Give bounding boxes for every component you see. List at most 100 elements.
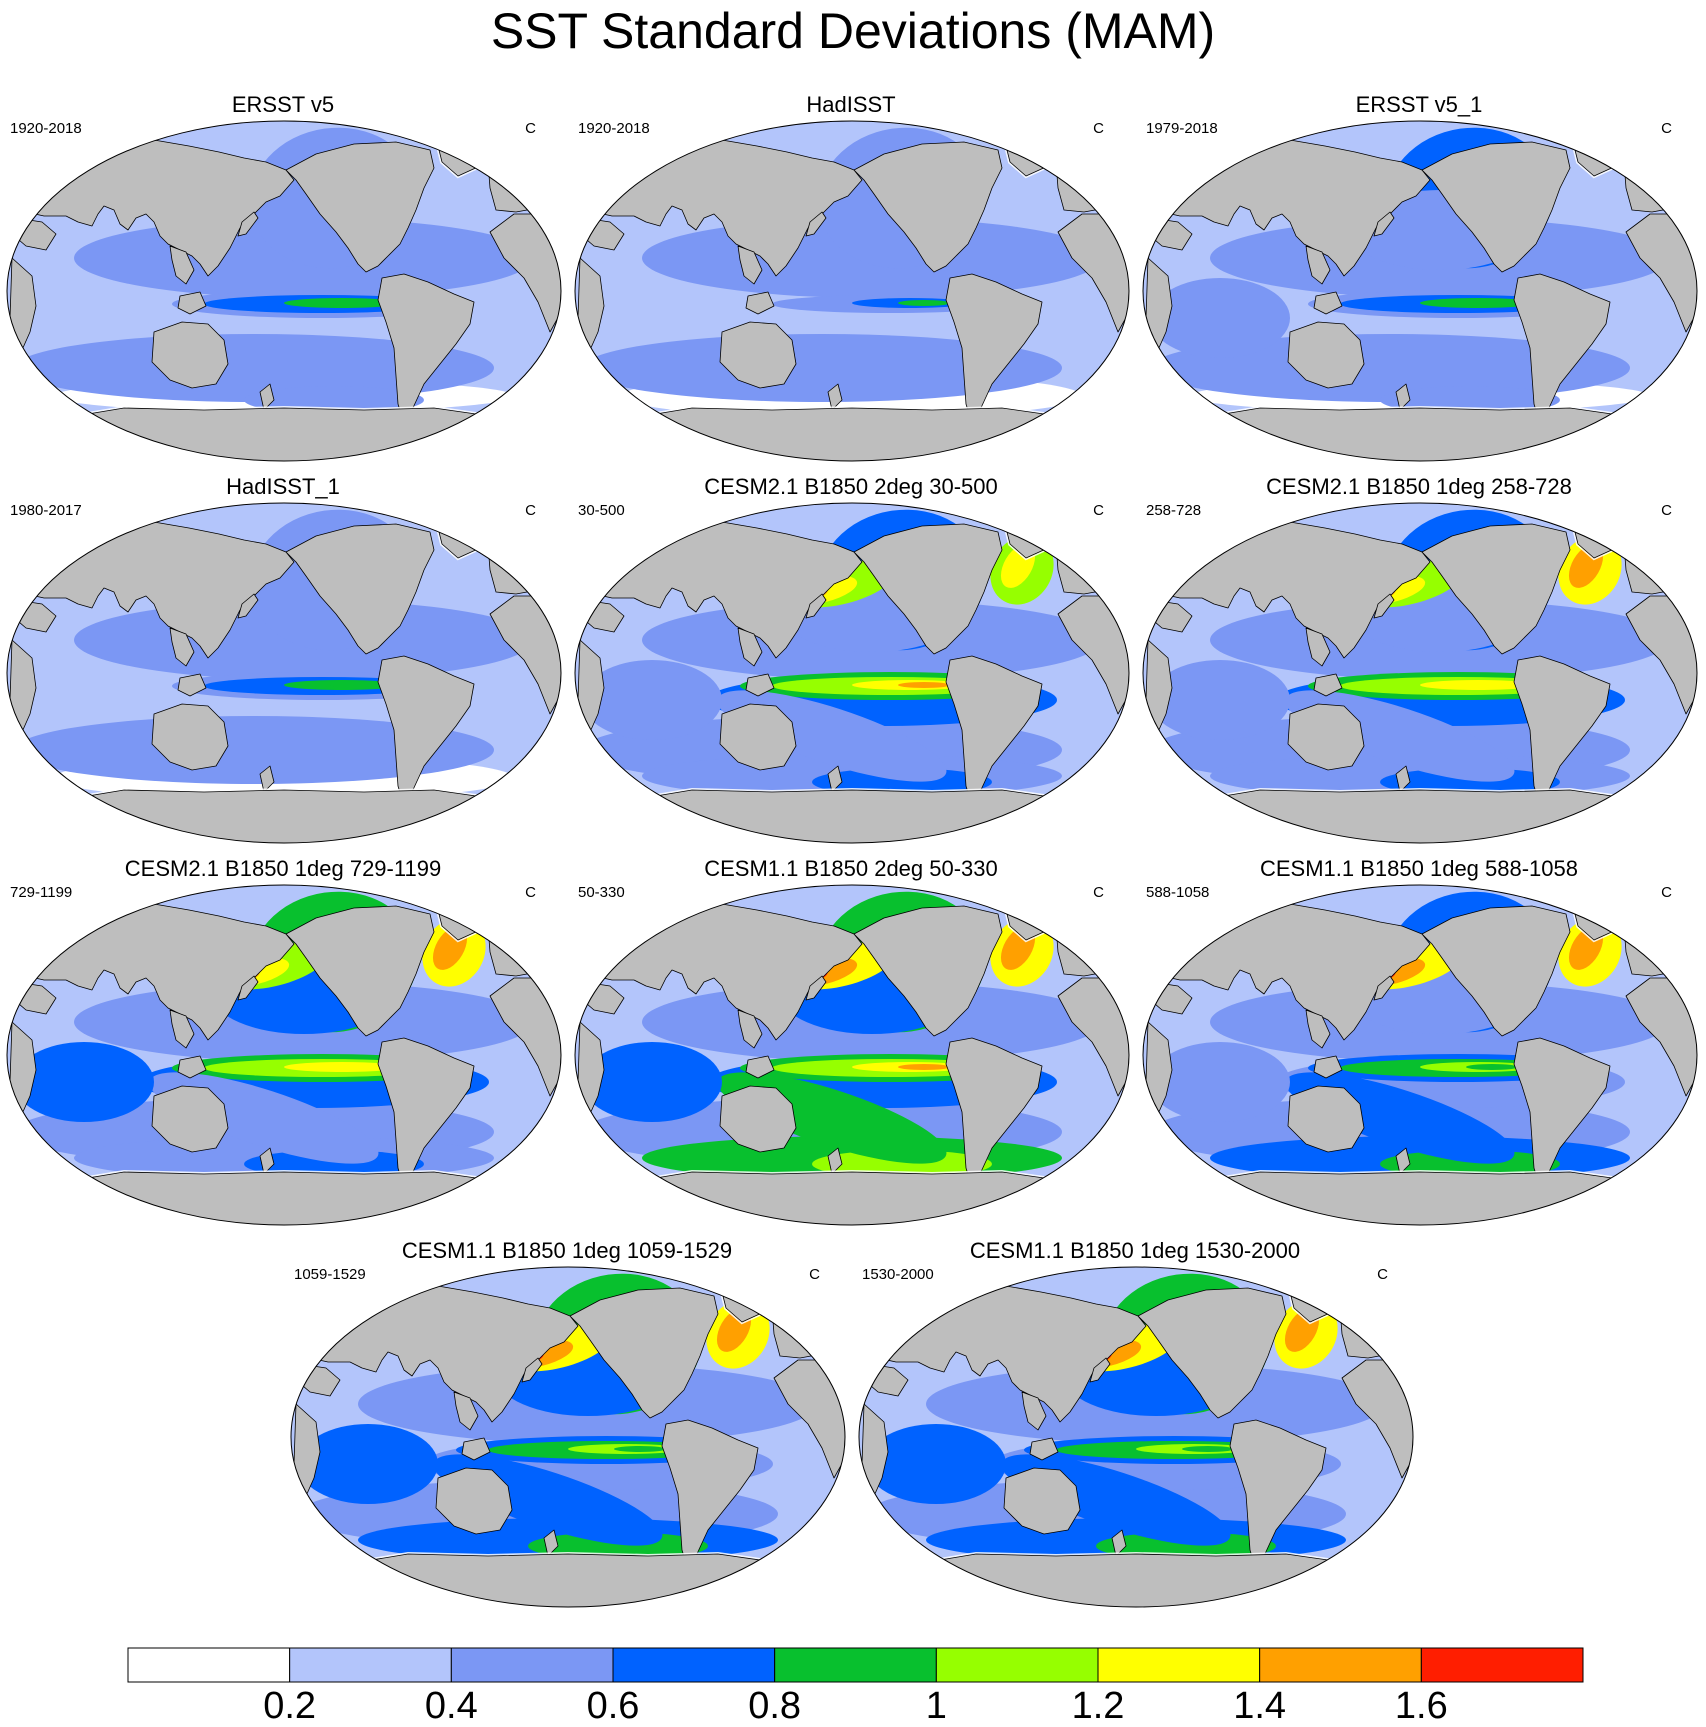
landmass-indochina [737,245,763,285]
landmass-japan [1089,1357,1111,1383]
sst-anomaly-region [330,300,382,306]
world-map [858,1266,1414,1608]
landmass-japan [237,211,259,237]
colorbar-segment [612,1647,776,1683]
map-frame [1142,502,1698,844]
landmass-australia [719,321,797,389]
panel-period: 30-500 [578,502,625,519]
landmass-namerica [853,523,1003,655]
panel-title: CESM1.1 B1850 2deg 50-330 [704,856,998,881]
panel-units: C [1093,120,1104,137]
landmass-japan [1373,211,1395,237]
landmass-antarctica [611,407,1093,461]
landmass-antarctica [611,1171,1093,1225]
panel-title: CESM1.1 B1850 1deg 1530-2000 [969,1238,1301,1263]
colorbar-label: 1 [925,1685,947,1727]
panel-units: C [525,120,536,137]
sst-anomaly-region [1466,300,1518,306]
colorbar-label: 0.2 [263,1685,317,1727]
landmass-samerica [1513,1037,1611,1189]
landmass-namerica [285,523,435,655]
landmass-europe [771,1293,843,1359]
panel-title: CESM1.1 B1850 1deg 588-1058 [1259,856,1578,881]
landmass-namerica [1421,141,1571,273]
world-map [6,884,562,1226]
landmass-newzealand [259,383,275,411]
landmass-namerica [1137,1287,1287,1419]
panel-title: CESM2.1 B1850 1deg 729-1199 [124,856,442,881]
landmass-newzealand [1395,765,1411,793]
landmass-indochina [169,627,195,667]
panel-title: CESM2.1 B1850 2deg 30-500 [704,474,998,499]
panel-units: C [525,884,536,901]
sst-anomaly-region [330,1064,382,1070]
sst-anomaly-region [298,1424,438,1504]
landmass-japan [521,1357,543,1383]
panel-units: C [525,502,536,519]
panel-title: CESM2.1 B1850 1deg 258-728 [1266,474,1572,499]
landmass-newzealand [1395,383,1411,411]
sst-anomaly-region [898,300,950,306]
landmass-borneo [745,673,775,697]
landmass-japan [237,593,259,619]
landmass-europe [1055,529,1127,595]
landmass-antarctica [43,407,525,461]
landmass-newzealand [827,765,843,793]
anomaly-band [582,334,1062,402]
landmass-namerica [1421,523,1571,655]
landmass-borneo [745,291,775,315]
map-frame [1142,120,1698,462]
landmass-antarctica [43,789,525,843]
landmass-samerica [661,1419,759,1571]
landmass-antarctica [1179,407,1661,461]
panel-units: C [1093,502,1104,519]
landmass-samerica [945,273,1043,425]
map-panel: CESM2.1 B1850 2deg 30-500 30-500 C [568,474,1134,849]
landmass-samerica [945,1037,1043,1189]
colorbar-segment [935,1647,1099,1683]
landmass-australia [151,1085,229,1153]
colorbar-label: 0.6 [586,1685,640,1727]
map-panel: ERSST v5_1 1979-2018 C [1136,92,1702,467]
panel-units: C [1661,884,1672,901]
landmass-namerica [285,141,435,273]
landmass-europe [487,147,559,213]
landmass-australia [1287,1085,1365,1153]
sst-anomaly-region [1150,278,1290,358]
panel-period: 1979-2018 [1146,120,1218,137]
colorbar-segment [127,1647,291,1683]
panel-period: 1920-2018 [10,120,82,137]
map-frame [290,1266,846,1608]
landmass-indochina [169,1009,195,1049]
panel-units: C [1093,884,1104,901]
panel-period: 588-1058 [1146,884,1210,901]
landmass-indochina [453,1391,479,1431]
landmass-borneo [1029,1437,1059,1461]
landmass-antarctica [895,1553,1377,1607]
landmass-australia [151,321,229,389]
landmass-namerica [1421,905,1571,1037]
map-frame [858,1266,1414,1608]
panel-period: 1059-1529 [294,1266,366,1283]
landmass-namerica [853,141,1003,273]
anomaly-band [1150,334,1630,402]
sst-anomaly-region [866,1424,1006,1504]
anomaly-band [14,716,494,784]
colorbar-label: 1.6 [1394,1685,1448,1727]
landmass-newzealand [827,1147,843,1175]
sst-anomaly-region [898,1064,950,1070]
world-map [290,1266,846,1608]
landmass-europe [487,911,559,977]
panel-period: 729-1199 [10,884,73,901]
sst-anomaly-region [1182,1446,1234,1452]
landmass-newzealand [259,765,275,793]
map-panel: HadISST_1 1980-2017 C [0,474,566,849]
colorbar-label: 0.8 [748,1685,802,1727]
map-panel: ERSST v5 1920-2018 C [0,92,566,467]
landmass-newzealand [1111,1529,1127,1557]
sst-anomaly-region [14,1042,154,1122]
sst-anomaly-region [1150,1042,1290,1122]
panel-period: 1530-2000 [862,1266,934,1283]
landmass-namerica [569,1287,719,1419]
map-frame [6,884,562,1226]
